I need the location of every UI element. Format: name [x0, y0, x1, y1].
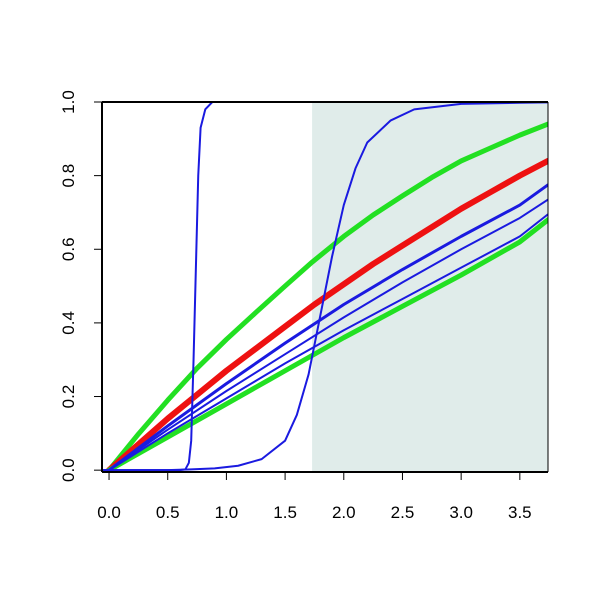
- x-tick-label-5: 2.5: [391, 503, 415, 522]
- y-tick-label-3: 0.6: [59, 237, 78, 261]
- plot-frame: [101, 101, 549, 473]
- series-line-2: [106, 157, 548, 472]
- x-axis: 0.0 0.5 1.0 1.5 2.0 2.5 3.0 3.5: [97, 472, 532, 522]
- y-tick-label-2: 0.4: [59, 311, 78, 335]
- x-tick-label-1: 0.5: [156, 503, 180, 522]
- series-layer: [102, 102, 548, 472]
- x-tick-label-0: 0.0: [97, 503, 121, 522]
- y-tick-label-4: 0.8: [59, 164, 78, 188]
- y-tick-label-0: 0.0: [59, 458, 78, 482]
- y-axis: 0.0 0.2 0.4 0.6 0.8 1.0: [59, 90, 102, 482]
- series-line-6: [107, 183, 548, 472]
- series-line-8: [108, 213, 548, 472]
- x-tick-label-6: 3.0: [449, 503, 473, 522]
- shaded-region: [312, 102, 548, 472]
- shaded-region-layer: [312, 102, 548, 472]
- y-tick-label-5: 1.0: [59, 90, 78, 114]
- y-tick-label-1: 0.2: [59, 385, 78, 409]
- x-tick-label-3: 1.5: [273, 503, 297, 522]
- x-tick-label-4: 2.0: [332, 503, 356, 522]
- series-line-3: [106, 217, 548, 472]
- x-tick-label-2: 1.0: [215, 503, 239, 522]
- series-line-7: [108, 198, 548, 472]
- x-tick-label-7: 3.5: [508, 503, 532, 522]
- series-line-1: [106, 121, 548, 472]
- series-line-5: [102, 102, 548, 472]
